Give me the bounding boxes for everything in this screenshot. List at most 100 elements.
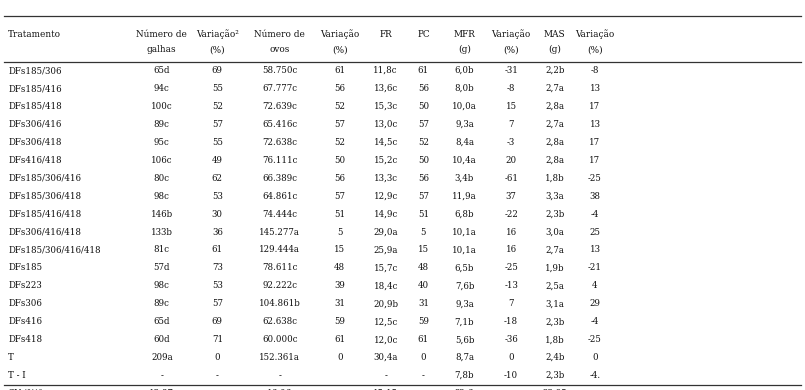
Text: 39: 39	[334, 281, 345, 291]
Text: 3,4b: 3,4b	[455, 174, 474, 183]
Text: 61: 61	[334, 335, 345, 344]
Text: 1,9b: 1,9b	[545, 263, 564, 273]
Text: 73: 73	[212, 263, 223, 273]
Text: 129.444a: 129.444a	[259, 245, 300, 255]
Text: 12,0c: 12,0c	[374, 335, 398, 344]
Text: 89c: 89c	[154, 299, 170, 308]
Text: 32,6: 32,6	[455, 389, 474, 390]
Text: DFs416: DFs416	[8, 317, 42, 326]
Text: 57: 57	[212, 120, 223, 129]
Text: 80c: 80c	[154, 174, 170, 183]
Text: Variação²: Variação²	[196, 29, 239, 39]
Text: 51: 51	[418, 209, 429, 219]
Text: 25,9a: 25,9a	[374, 245, 398, 255]
Text: 56: 56	[418, 84, 429, 93]
Text: 0: 0	[215, 353, 220, 362]
Text: 57: 57	[418, 191, 429, 201]
Text: 23,95: 23,95	[543, 389, 567, 390]
Text: 61: 61	[334, 66, 345, 75]
Text: 6,5b: 6,5b	[455, 263, 474, 273]
Text: 9,3a: 9,3a	[455, 120, 474, 129]
Text: 13: 13	[589, 120, 601, 129]
Text: 56: 56	[334, 84, 345, 93]
Text: (%): (%)	[503, 45, 519, 55]
Text: (%): (%)	[209, 45, 225, 55]
Text: 2,2b: 2,2b	[545, 66, 564, 75]
Text: galhas: galhas	[147, 45, 176, 55]
Text: 52: 52	[418, 138, 429, 147]
Text: 55: 55	[212, 84, 223, 93]
Text: 62: 62	[212, 174, 223, 183]
Text: 65d: 65d	[154, 317, 170, 326]
Text: 6,0b: 6,0b	[455, 66, 474, 75]
Text: Número de: Número de	[136, 30, 188, 39]
Text: DFs185: DFs185	[8, 263, 42, 273]
Text: 20: 20	[506, 156, 517, 165]
Text: (g): (g)	[458, 45, 471, 55]
Text: -10: -10	[504, 371, 518, 380]
Text: 52: 52	[212, 102, 223, 111]
Text: 6,8b: 6,8b	[455, 209, 474, 219]
Text: 8,4a: 8,4a	[455, 138, 474, 147]
Text: 133b: 133b	[151, 227, 173, 237]
Text: 1,8b: 1,8b	[545, 174, 564, 183]
Text: 60.000c: 60.000c	[262, 335, 298, 344]
Text: T: T	[8, 353, 14, 362]
Text: 13,3c: 13,3c	[374, 174, 398, 183]
Text: 104.861b: 104.861b	[259, 299, 300, 308]
Text: 14,9c: 14,9c	[374, 209, 398, 219]
Text: 17: 17	[589, 102, 601, 111]
Text: 152.361a: 152.361a	[259, 353, 300, 362]
Text: 15,7c: 15,7c	[374, 263, 398, 273]
Text: -18: -18	[504, 317, 518, 326]
Text: 3,0a: 3,0a	[545, 227, 564, 237]
Text: 81c: 81c	[154, 245, 170, 255]
Text: DFs185/306/416: DFs185/306/416	[8, 174, 81, 183]
Text: 106c: 106c	[151, 156, 172, 165]
Text: 15: 15	[418, 245, 429, 255]
Text: MAS: MAS	[543, 30, 566, 39]
Text: 7: 7	[509, 120, 514, 129]
Text: Variação: Variação	[320, 29, 359, 39]
Text: Número de: Número de	[254, 30, 305, 39]
Text: 1,8b: 1,8b	[545, 335, 564, 344]
Text: 17: 17	[589, 156, 601, 165]
Text: 50: 50	[418, 156, 429, 165]
Text: 53: 53	[212, 281, 223, 291]
Text: -: -	[160, 371, 163, 380]
Text: -22: -22	[504, 209, 518, 219]
Text: -13: -13	[504, 281, 518, 291]
Text: 0: 0	[509, 353, 514, 362]
Text: DFs223: DFs223	[8, 281, 42, 291]
Text: 0: 0	[337, 353, 342, 362]
Text: 13: 13	[589, 84, 601, 93]
Text: DFs185/306: DFs185/306	[8, 66, 61, 75]
Text: 20,9b: 20,9b	[373, 299, 398, 308]
Text: 67.777c: 67.777c	[262, 84, 297, 93]
Text: 59: 59	[334, 317, 345, 326]
Text: 52: 52	[334, 102, 345, 111]
Text: 100c: 100c	[151, 102, 172, 111]
Text: 3,3a: 3,3a	[545, 191, 564, 201]
Text: 145.277a: 145.277a	[259, 227, 300, 237]
Text: 5: 5	[421, 227, 426, 237]
Text: 18,4c: 18,4c	[374, 281, 398, 291]
Text: 15: 15	[334, 245, 345, 255]
Text: 31: 31	[418, 299, 429, 308]
Text: 38: 38	[589, 191, 601, 201]
Text: DFs306/416: DFs306/416	[8, 120, 61, 129]
Text: 61: 61	[418, 335, 429, 344]
Text: (%): (%)	[587, 45, 603, 55]
Text: 49: 49	[212, 156, 223, 165]
Text: -31: -31	[504, 66, 518, 75]
Text: 2,3b: 2,3b	[545, 317, 564, 326]
Text: DFs306: DFs306	[8, 299, 42, 308]
Text: 53: 53	[212, 191, 223, 201]
Text: PC: PC	[417, 30, 430, 39]
Text: 17: 17	[589, 138, 601, 147]
Text: 7,1b: 7,1b	[455, 317, 474, 326]
Text: 69: 69	[212, 66, 223, 75]
Text: 2,3b: 2,3b	[545, 371, 564, 380]
Text: 9,3a: 9,3a	[455, 299, 474, 308]
Text: 2,3b: 2,3b	[545, 209, 564, 219]
